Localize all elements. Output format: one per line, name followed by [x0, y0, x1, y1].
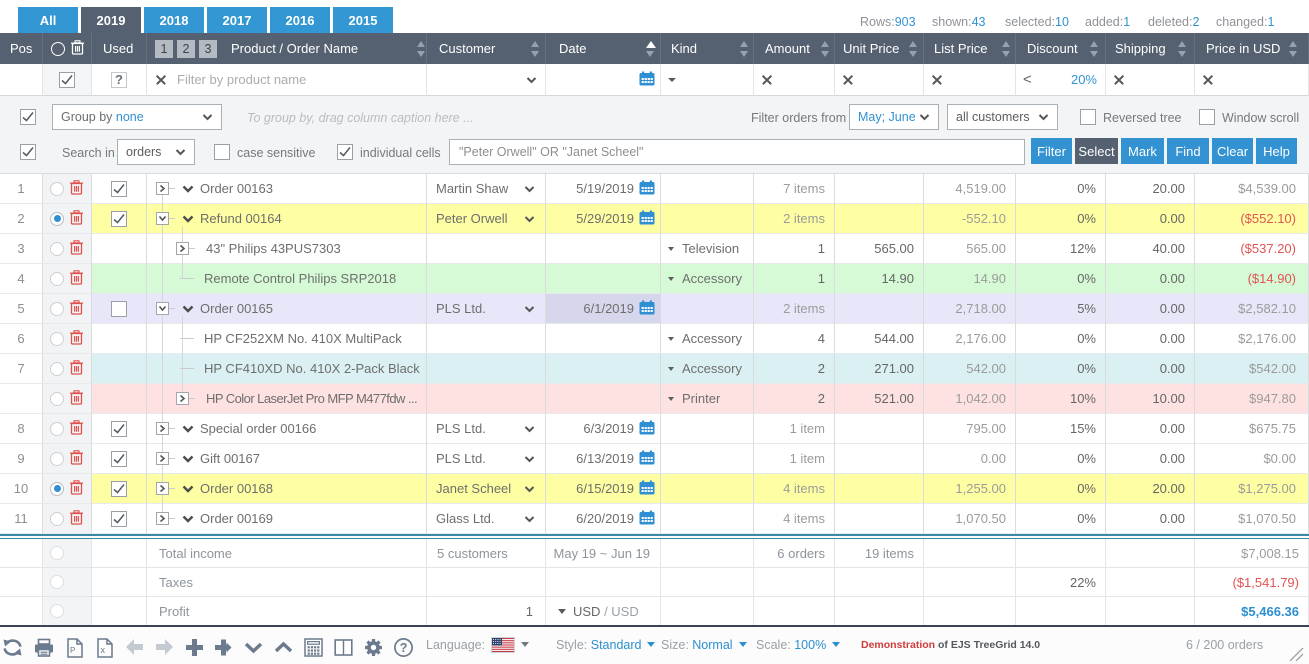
svg-text:P: P: [70, 646, 75, 655]
svg-text:x: x: [101, 645, 106, 655]
svg-text:?: ?: [400, 641, 408, 655]
